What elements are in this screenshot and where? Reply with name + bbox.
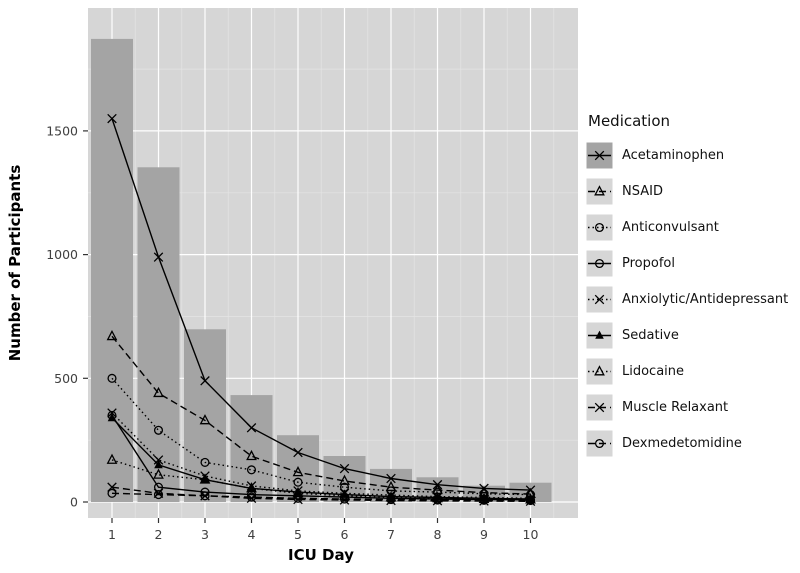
legend-item-anxiolytic-antidepressant: Anxiolytic/Antidepressant <box>586 282 800 318</box>
svg-text:7: 7 <box>387 527 395 542</box>
legend-key-circle-open-icon <box>586 214 613 241</box>
legend-label: Sedative <box>622 328 679 343</box>
legend-key-circle-open-icon <box>586 250 613 277</box>
legend-label: Anxiolytic/Antidepressant <box>622 292 789 307</box>
svg-text:1: 1 <box>108 527 116 542</box>
legend-key-x-icon <box>586 142 613 169</box>
svg-text:500: 500 <box>54 371 78 386</box>
svg-text:5: 5 <box>294 527 302 542</box>
legend-key-triangle-open-icon <box>586 178 613 205</box>
svg-text:8: 8 <box>434 527 442 542</box>
legend-title: Medication <box>588 111 671 130</box>
plot-area: 0 500 1000 1500 1 2 3 4 5 6 7 8 9 10 ICU Day Number o… <box>6 8 578 564</box>
legend-label: Dexmedetomidine <box>622 436 742 451</box>
legend-item-sedative: Sedative <box>586 318 800 354</box>
legend-item-nsaid: NSAID <box>586 174 800 210</box>
svg-text:3: 3 <box>201 527 209 542</box>
legend-label: NSAID <box>622 184 663 199</box>
x-axis-title: ICU Day <box>288 546 354 564</box>
legend-item-propofol: Propofol <box>586 246 800 282</box>
legend-label: Anticonvulsant <box>622 220 719 235</box>
legend-label: Acetaminophen <box>622 148 725 163</box>
legend-label: Propofol <box>622 256 675 271</box>
svg-text:1500: 1500 <box>46 123 78 138</box>
svg-text:9: 9 <box>480 527 488 542</box>
legend: Medication Acetaminophen NSAID Anticonvuls… <box>586 0 800 573</box>
legend-item-acetaminophen: Acetaminophen <box>586 138 800 174</box>
legend-item-muscle-relaxant: Muscle Relaxant <box>586 390 800 426</box>
svg-text:10: 10 <box>523 527 539 542</box>
svg-text:2: 2 <box>155 527 163 542</box>
legend-key-circle-open-icon <box>586 430 613 457</box>
legend-key-x-icon <box>586 394 613 421</box>
legend-key-triangle-filled-icon <box>586 322 613 349</box>
legend-label: Muscle Relaxant <box>622 400 729 415</box>
legend-item-list: Acetaminophen NSAID Anticonvulsant Propofol… <box>586 138 800 462</box>
svg-text:6: 6 <box>341 527 349 542</box>
svg-text:1000: 1000 <box>46 247 78 262</box>
legend-item-lidocaine: Lidocaine <box>586 354 800 390</box>
y-axis-title: Number of Participants <box>6 165 24 362</box>
chart-canvas: 0 500 1000 1500 1 2 3 4 5 6 7 8 9 10 <box>46 8 578 542</box>
legend-key-triangle-open-icon <box>586 358 613 385</box>
legend-key-x-icon <box>586 286 613 313</box>
legend-item-anticonvulsant: Anticonvulsant <box>586 210 800 246</box>
legend-label: Lidocaine <box>622 364 685 379</box>
svg-text:0: 0 <box>70 495 78 510</box>
svg-text:4: 4 <box>248 527 256 542</box>
legend-item-dexmedetomidine: Dexmedetomidine <box>586 426 800 462</box>
